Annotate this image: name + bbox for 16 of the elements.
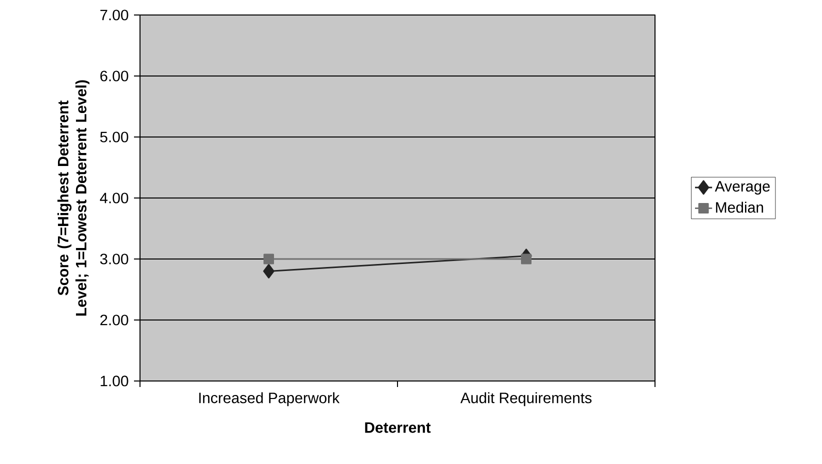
y-tick-label: 4.00 — [100, 192, 128, 204]
x-tick-label: Audit Requirements — [460, 392, 592, 406]
point — [263, 264, 274, 278]
legend-label: Median — [716, 202, 764, 213]
point — [521, 254, 532, 264]
y-tick-label: 3.00 — [100, 254, 128, 264]
x-axis-title: Deterrent — [365, 422, 431, 433]
y-tick-label: 7.00 — [100, 10, 128, 20]
legend-label: Average — [714, 181, 770, 195]
x-tick-label: Increased Paperwork — [199, 392, 340, 406]
y-axis-title: Score (7=Highest Deterrent Level; 1=Lowest Deterrent Level) — [57, 80, 90, 316]
y-tick-label: 1.00 — [100, 376, 128, 386]
y-tick-label: 2.00 — [100, 314, 128, 326]
point — [264, 254, 274, 264]
y-tick-label: 6.00 — [100, 70, 128, 82]
y-tick-label: 5.00 — [100, 132, 128, 142]
